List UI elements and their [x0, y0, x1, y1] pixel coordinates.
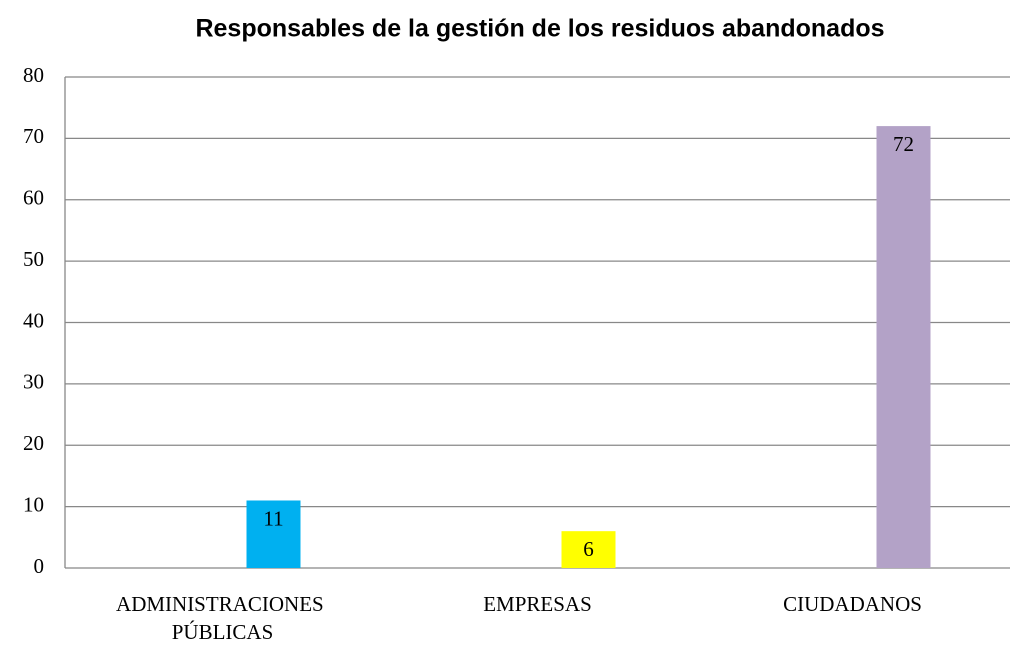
y-tick-label: 20	[23, 431, 44, 455]
y-tick-label: 40	[23, 308, 44, 332]
y-tick-label: 60	[23, 186, 44, 210]
bar	[246, 500, 301, 568]
bar	[561, 531, 616, 568]
x-tick-label: ADMINISTRACIONES PÚBLICAS	[116, 592, 329, 644]
chart-title: Responsables de la gestión de los residu…	[195, 15, 884, 43]
y-tick-label: 50	[23, 247, 44, 271]
data-label: 72	[893, 132, 914, 156]
y-tick-label: 70	[23, 124, 44, 148]
y-tick-label: 10	[23, 492, 44, 516]
x-tick-label: CIUDADANOS	[783, 592, 922, 616]
data-label: 11	[263, 506, 283, 530]
y-tick-label: 30	[23, 370, 44, 394]
y-tick-label: 80	[23, 63, 44, 87]
bar	[876, 126, 931, 568]
data-label: 6	[583, 537, 594, 561]
y-tick-label: 0	[34, 554, 45, 578]
x-tick-label: EMPRESAS	[483, 592, 592, 616]
